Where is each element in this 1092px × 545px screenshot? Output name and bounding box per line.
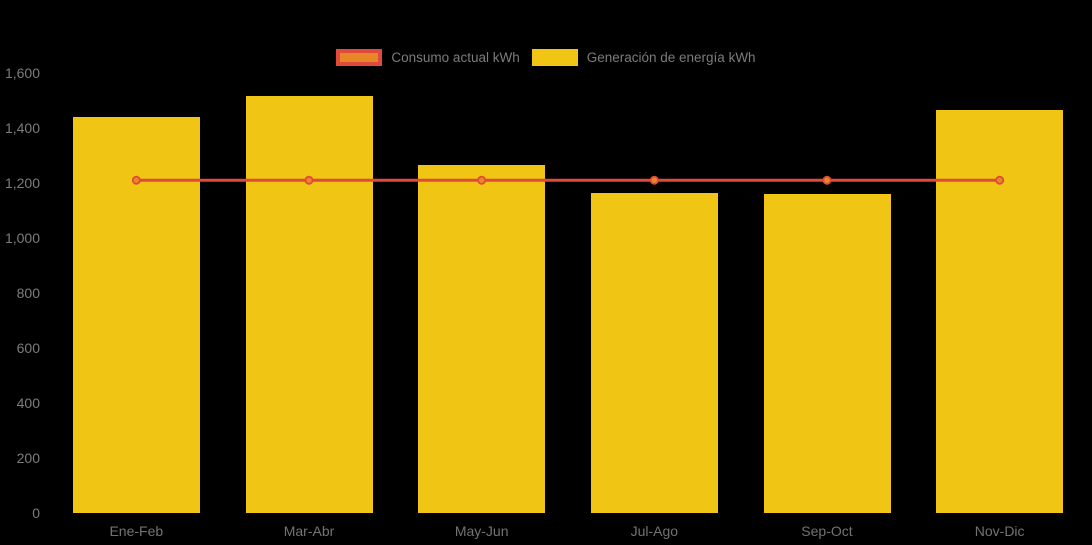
x-axis-tick-label: Jul-Ago (630, 523, 679, 539)
generacion-energia-swatch-icon (531, 48, 578, 66)
x-axis-tick-label: May-Jun (454, 523, 509, 539)
x-axis-tick-label: Mar-Abr (283, 523, 335, 539)
bar-mar-abr (245, 96, 373, 513)
bar-ene-feb (72, 117, 200, 513)
x-axis-tick-label: Nov-Dic (974, 523, 1025, 539)
legend-item-consumo-actual[interactable]: Consumo actual kWh (336, 48, 520, 66)
consumo-actual-swatch-icon (336, 48, 383, 66)
bar-nov-dic (936, 110, 1064, 513)
legend-label-consumo-actual: Consumo actual kWh (391, 49, 520, 65)
y-axis-tick-label: 1,000 (4, 230, 40, 246)
y-axis-tick-label: 0 (32, 505, 40, 521)
bar-may-jun (418, 165, 546, 513)
y-axis-tick-label: 1,600 (4, 65, 40, 81)
consumo-line-marker (649, 175, 659, 185)
x-axis-tick-label: Sep-Oct (801, 523, 853, 539)
bar-jul-ago (590, 192, 718, 513)
y-axis-tick-label: 1,200 (4, 175, 40, 191)
legend: Consumo actual kWh Generación de energía… (0, 47, 1092, 67)
y-axis-tick-label: 600 (16, 340, 40, 356)
y-axis-tick-label: 400 (16, 395, 40, 411)
x-axis-tick-label: Ene-Feb (109, 523, 164, 539)
legend-label-generacion-energia: Generación de energía kWh (586, 49, 756, 65)
y-axis-tick-label: 1,400 (4, 120, 40, 136)
consumo-line-marker (822, 175, 832, 185)
legend-item-generacion-energia[interactable]: Generación de energía kWh (531, 48, 756, 66)
y-axis-tick-label: 800 (16, 285, 40, 301)
y-axis-tick-label: 200 (16, 450, 40, 466)
bar-sep-oct (763, 194, 891, 513)
